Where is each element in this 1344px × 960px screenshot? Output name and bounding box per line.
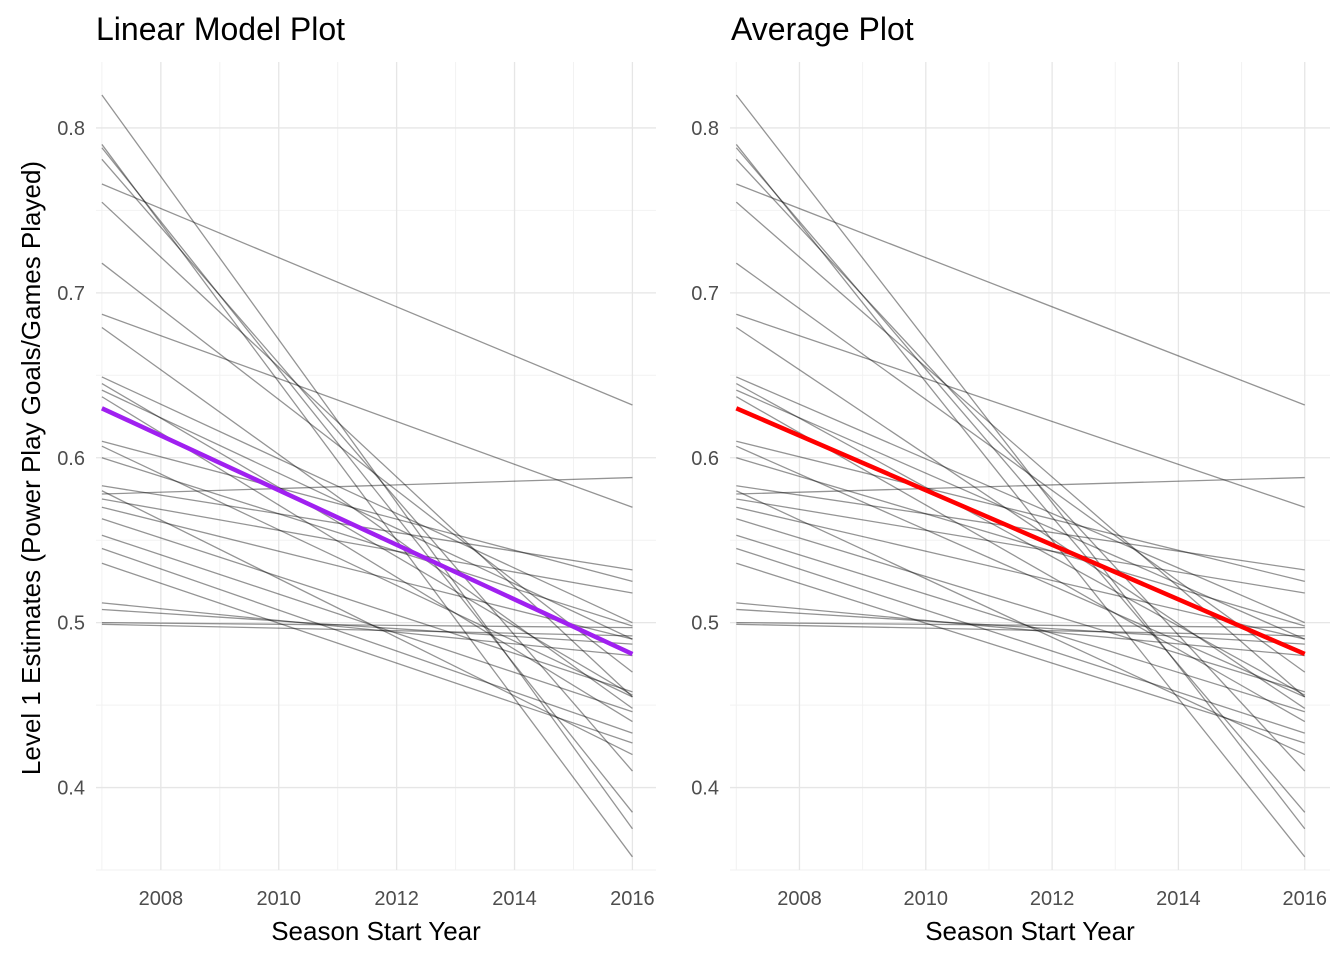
y-tick-label: 0.6 bbox=[691, 448, 719, 470]
chart-title: Average Plot bbox=[731, 11, 914, 47]
individual-series-line bbox=[736, 608, 1305, 645]
individual-series-line bbox=[101, 547, 633, 734]
y-tick-label: 0.5 bbox=[691, 613, 719, 635]
chart-title: Linear Model Plot bbox=[96, 11, 345, 47]
individual-series-line bbox=[736, 602, 1305, 657]
individual-series-line bbox=[736, 389, 1305, 640]
y-tick-label: 0.5 bbox=[57, 613, 85, 635]
y-tick-label: 0.7 bbox=[691, 283, 719, 305]
x-tick-label: 2012 bbox=[374, 888, 419, 910]
y-tick-label: 0.6 bbox=[57, 448, 85, 470]
individual-series-line bbox=[735, 144, 1306, 858]
individual-series-line bbox=[736, 498, 1305, 594]
y-tick-label: 0.7 bbox=[57, 283, 85, 305]
x-tick-label: 2012 bbox=[1030, 888, 1075, 910]
individual-series-line bbox=[101, 147, 633, 813]
individual-series-line bbox=[101, 389, 633, 640]
y-tick-label: 0.8 bbox=[691, 118, 719, 140]
individual-series-line bbox=[736, 490, 1306, 756]
individual-series-line bbox=[735, 326, 1306, 709]
individual-series-line bbox=[736, 534, 1305, 713]
individual-series-line bbox=[101, 608, 633, 645]
individual-series-line bbox=[101, 602, 633, 657]
y-tick-label: 0.4 bbox=[57, 778, 85, 800]
individual-series-line bbox=[736, 457, 1305, 627]
individual-series-line bbox=[101, 445, 633, 698]
x-tick-label: 2008 bbox=[139, 888, 184, 910]
individual-series-line bbox=[101, 518, 633, 693]
individual-series-line bbox=[101, 94, 633, 830]
individual-series-line bbox=[736, 622, 1305, 629]
individual-series-line bbox=[101, 144, 633, 858]
individual-series-line bbox=[101, 506, 633, 640]
individual-series-line bbox=[101, 534, 633, 713]
individual-series-line bbox=[736, 382, 1306, 696]
x-tick-label: 2010 bbox=[256, 888, 301, 910]
individual-series-line bbox=[736, 313, 1305, 508]
x-tick-label: 2016 bbox=[1282, 888, 1327, 910]
individual-series-line bbox=[101, 457, 633, 627]
individual-series-line bbox=[101, 440, 633, 583]
individual-series-line bbox=[101, 382, 633, 696]
highlight-series-line bbox=[735, 406, 1306, 657]
average-plot-panel: 2008 2010 2012 2014 2016 0.4 0.5 0.6 0.7 0.8 Avera… bbox=[691, 11, 1330, 946]
individual-series-line bbox=[101, 485, 633, 571]
individual-series-line bbox=[735, 262, 1306, 673]
individual-series-line bbox=[736, 623, 1305, 637]
individual-series-line bbox=[736, 485, 1305, 571]
individual-series-line bbox=[101, 562, 633, 744]
x-tick-label: 2014 bbox=[492, 888, 537, 910]
individual-series-line bbox=[736, 445, 1305, 698]
highlight-series-line bbox=[100, 406, 634, 657]
individual-series-line bbox=[101, 622, 633, 629]
individual-series-line bbox=[736, 547, 1305, 734]
linear-model-plot-panel: 2008 2010 2012 2014 2016 0.4 0.5 0.6 0.7 0.8 Linea… bbox=[57, 11, 656, 946]
individual-series-line bbox=[101, 262, 633, 673]
individual-series-line bbox=[101, 183, 633, 406]
individual-series-line bbox=[736, 518, 1305, 693]
individual-series-line bbox=[735, 158, 1306, 772]
individual-series-line bbox=[735, 94, 1306, 830]
y-tick-label: 0.8 bbox=[57, 118, 85, 140]
individual-series-line bbox=[101, 498, 633, 594]
x-tick-label: 2008 bbox=[777, 888, 822, 910]
x-tick-label: 2014 bbox=[1156, 888, 1201, 910]
individual-series-line bbox=[735, 147, 1306, 813]
x-axis-label: Season Start Year bbox=[271, 916, 481, 946]
individual-series-line bbox=[736, 440, 1305, 583]
x-axis-label: Season Start Year bbox=[925, 916, 1135, 946]
individual-series-line bbox=[736, 183, 1305, 406]
individual-series-line bbox=[736, 376, 1305, 624]
individual-series-line bbox=[101, 623, 633, 637]
individual-series-line bbox=[101, 476, 633, 495]
individual-series-line bbox=[101, 376, 633, 624]
y-axis-label: Level 1 Estimates (Power Play Goals/Game… bbox=[16, 161, 46, 775]
individual-series-line bbox=[736, 562, 1305, 744]
individual-series-line bbox=[736, 476, 1305, 495]
individual-series-line bbox=[101, 158, 633, 772]
individual-series-line bbox=[101, 313, 633, 508]
x-tick-label: 2016 bbox=[610, 888, 655, 910]
individual-series-line bbox=[101, 326, 633, 709]
individual-series-line bbox=[101, 490, 633, 756]
individual-series-line bbox=[736, 506, 1305, 640]
x-tick-label: 2010 bbox=[904, 888, 949, 910]
y-tick-label: 0.4 bbox=[691, 778, 719, 800]
